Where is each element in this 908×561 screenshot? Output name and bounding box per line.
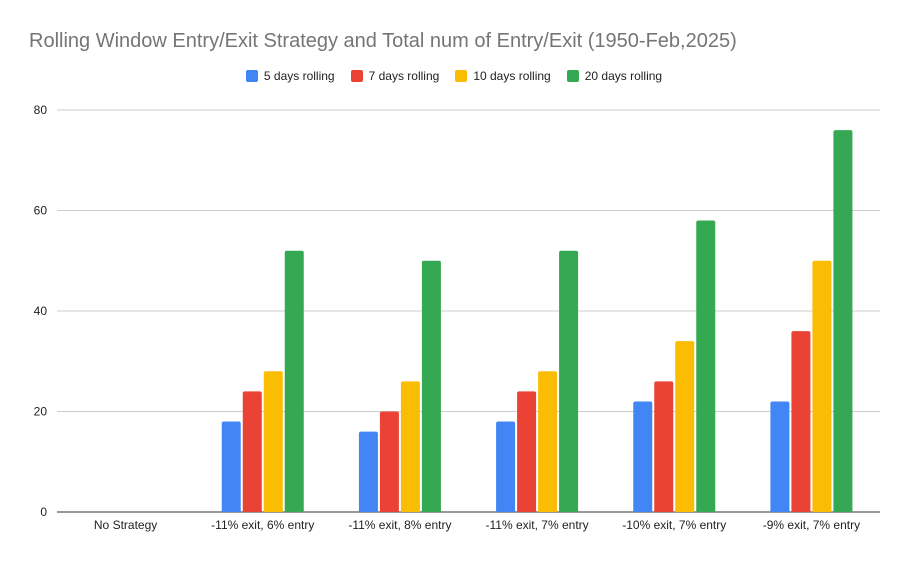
bar xyxy=(517,391,537,512)
y-tick-label: 20 xyxy=(34,405,48,419)
y-tick-label: 60 xyxy=(34,204,48,218)
legend-item: 7 days rolling xyxy=(350,69,440,83)
bar xyxy=(696,220,716,513)
legend-item: 10 days rolling xyxy=(455,69,551,83)
legend-label: 10 days rolling xyxy=(473,69,551,83)
bar xyxy=(221,421,241,512)
bar xyxy=(358,431,378,512)
legend-swatch xyxy=(455,70,468,82)
legend-swatch xyxy=(245,70,258,82)
bar xyxy=(421,260,441,512)
legend-label: 7 days rolling xyxy=(368,69,440,83)
chart-title: Rolling Window Entry/Exit Strategy and T… xyxy=(29,30,737,52)
bar xyxy=(770,401,790,512)
legend-swatch xyxy=(566,70,579,82)
bar xyxy=(633,401,653,512)
bar xyxy=(284,250,304,512)
legend-item: 5 days rolling xyxy=(245,69,335,83)
y-tick-label: 0 xyxy=(40,505,47,519)
x-tick-label: -9% exit, 7% entry xyxy=(763,518,860,532)
bar xyxy=(496,421,516,512)
x-tick-label: -11% exit, 7% entry xyxy=(486,518,589,532)
y-tick-label: 40 xyxy=(34,304,48,318)
bar xyxy=(559,250,579,512)
bar xyxy=(242,391,262,512)
legend-label: 5 days rolling xyxy=(263,69,335,83)
x-tick-label: No Strategy xyxy=(94,518,157,532)
bar xyxy=(400,381,420,512)
bar xyxy=(791,331,811,512)
y-tick-label: 80 xyxy=(34,103,48,117)
legend: 5 days rolling 7 days rolling 10 days roll… xyxy=(0,69,908,83)
bar xyxy=(675,341,695,512)
bar xyxy=(654,381,674,512)
bar xyxy=(833,130,853,512)
x-tick-label: -11% exit, 6% entry xyxy=(211,518,314,532)
bar xyxy=(379,411,399,512)
bar xyxy=(812,260,832,512)
bar xyxy=(263,371,283,512)
legend-swatch xyxy=(350,70,363,82)
legend-label: 20 days rolling xyxy=(584,69,663,83)
x-tick-label: -11% exit, 8% entry xyxy=(348,518,451,532)
bar xyxy=(538,371,558,512)
legend-item: 20 days rolling xyxy=(566,69,663,83)
x-tick-label: -10% exit, 7% entry xyxy=(622,518,726,532)
